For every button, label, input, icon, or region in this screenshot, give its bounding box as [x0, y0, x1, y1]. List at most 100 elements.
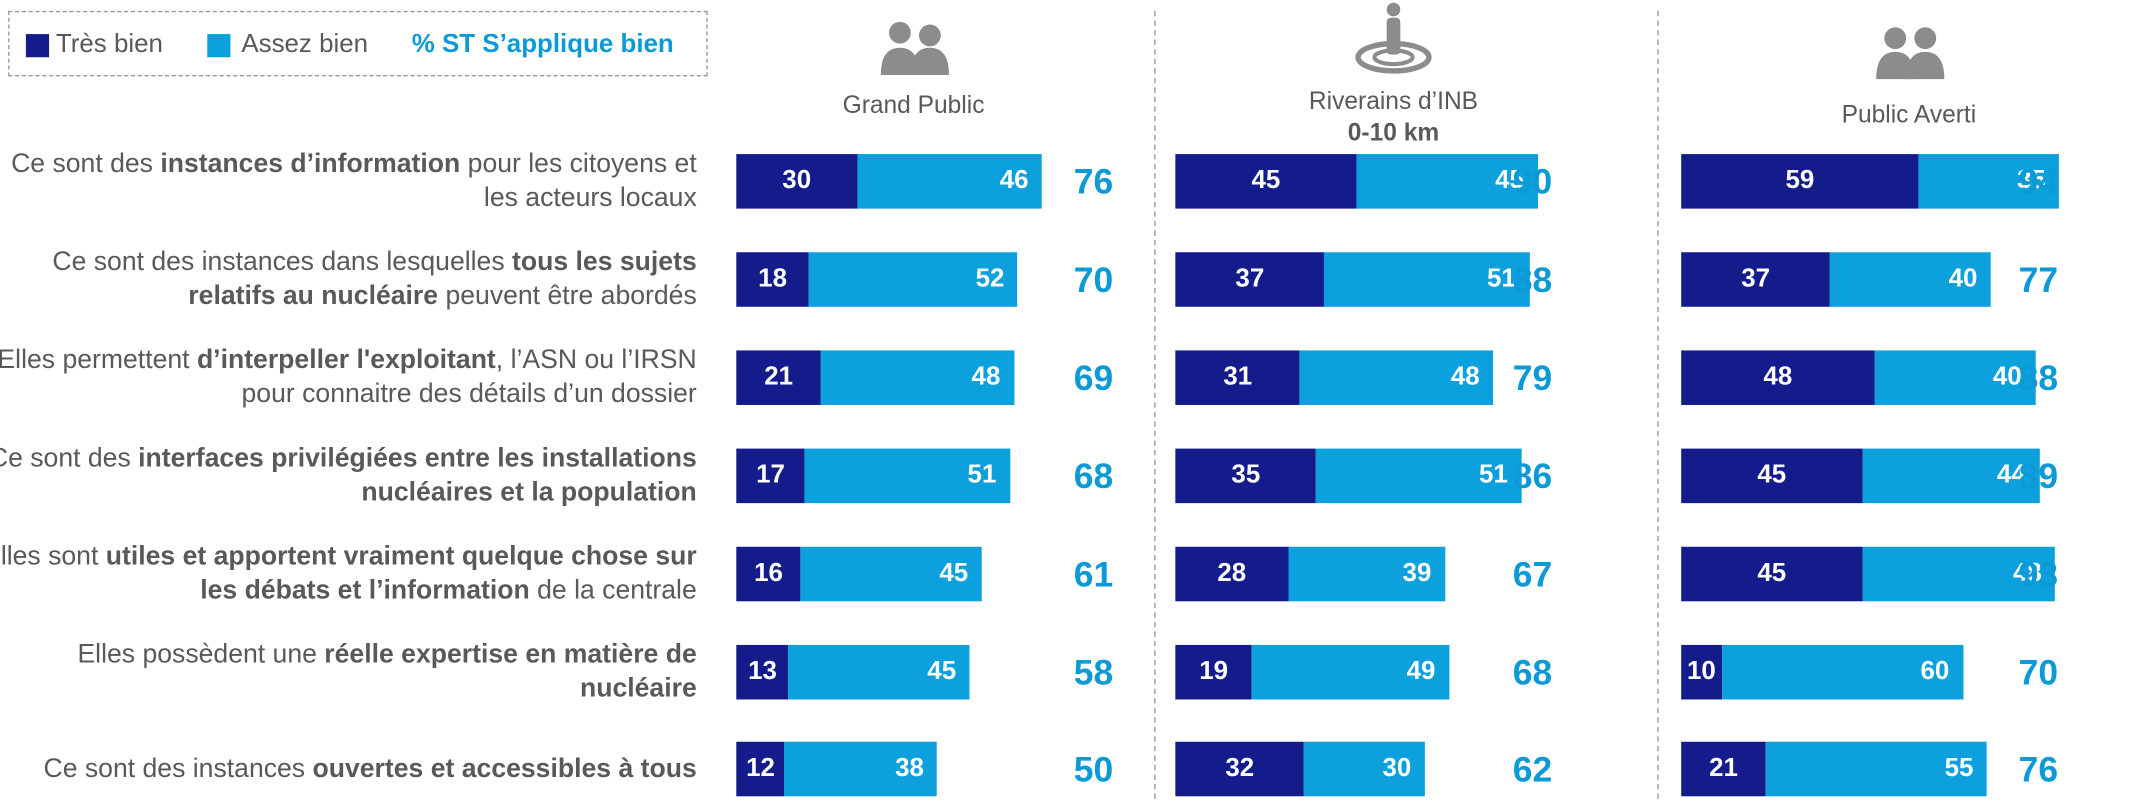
value-label: 46: [999, 166, 1029, 195]
value-label: 32: [1225, 754, 1255, 784]
category-text: Ce sont des instances dans lesquelles: [52, 246, 513, 277]
value-label: 49: [1406, 656, 1436, 686]
bar-segment: [1681, 154, 1919, 209]
category-text: Ce sont des instances: [43, 753, 313, 784]
value-label: 31: [1223, 362, 1253, 392]
category-text: utiles et apportent vraiment quelque cho…: [105, 540, 697, 605]
category-text: , l’ASN ou l’IRSN pour connaitre des dét…: [241, 344, 697, 409]
value-label: 45: [1495, 166, 1524, 195]
bar-segment: [1316, 448, 1522, 503]
value-label: 19: [1199, 656, 1229, 686]
bar-segment: [1681, 252, 1831, 307]
bar-segment: [736, 644, 789, 699]
bar-segment: [784, 742, 938, 797]
value-label: 37: [1235, 264, 1265, 294]
value-label: 28: [1217, 558, 1247, 588]
category-text: instances d’information: [160, 148, 461, 179]
bar-segment: [1175, 742, 1305, 797]
value-label: 39: [1402, 558, 1432, 588]
bar-segment: [1918, 154, 2060, 209]
value-label: 21: [764, 362, 794, 392]
panel-subtitle: 0-10 km: [1347, 118, 1440, 146]
value-label: 52: [975, 264, 1005, 294]
total-label: 89: [2018, 454, 2059, 496]
value-label: 60: [1920, 656, 1950, 686]
bar-segment: [1830, 252, 1991, 307]
category-label: Ce sont des instances dans lesquelles to…: [0, 245, 697, 313]
value-label: 10: [1686, 656, 1716, 686]
category-text: ouvertes et accessibles à tous: [312, 753, 697, 784]
value-label: 51: [1478, 460, 1508, 490]
total-label: 88: [1512, 258, 1553, 300]
bar-segment: [1304, 742, 1425, 797]
value-label: 45: [1757, 558, 1787, 588]
category-text: Elles sont: [0, 540, 99, 571]
bar-segment: [820, 350, 1014, 405]
total-label: 61: [1073, 553, 1114, 594]
value-label: 38: [895, 754, 924, 784]
value-label: 45: [1757, 460, 1787, 490]
bar-segment: [1681, 448, 1863, 503]
value-label: 48: [1763, 362, 1793, 392]
value-label: 45: [939, 558, 969, 588]
category-text: peuvent être abordés: [438, 280, 697, 311]
value-label: 12: [746, 754, 775, 784]
value-label: 45: [1251, 166, 1281, 195]
category-label: Ce sont des instances ouvertes et access…: [0, 753, 697, 787]
total-label: 69: [1073, 356, 1114, 398]
value-label: 48: [2012, 558, 2042, 588]
icon-group: [880, 21, 949, 75]
total-label: 70: [2018, 651, 2059, 692]
bar-segment: [736, 742, 785, 797]
bar-segment: [1175, 448, 1317, 503]
bar-segment: [788, 644, 970, 699]
icon-experts: [1876, 27, 1945, 80]
total-label: 90: [1512, 160, 1553, 202]
value-label: 59: [1785, 166, 1815, 195]
bar-segment: [800, 546, 982, 601]
category-text: Ce sont des: [0, 442, 139, 473]
bar-segment: [1175, 546, 1288, 601]
value-label: 40: [1948, 264, 1978, 294]
bar-segment: [1862, 546, 2056, 601]
total-label: 58: [1073, 651, 1114, 692]
value-label: 51: [967, 460, 997, 490]
total-label: 77: [2018, 258, 2059, 300]
category-label: Ce sont des interfaces privilégiées entr…: [0, 441, 697, 509]
bar-segment: [736, 448, 805, 503]
legend-label: Très bien: [55, 29, 163, 59]
value-label: 30: [782, 166, 812, 195]
total-label: 88: [2018, 356, 2059, 398]
value-label: 35: [1231, 460, 1261, 490]
panel-title: Grand Public: [842, 91, 985, 119]
total-label: 86: [1512, 454, 1553, 496]
value-label: 13: [748, 656, 777, 686]
category-text: Elles possèdent une: [77, 638, 325, 669]
bar-segment: [1874, 350, 2036, 405]
value-label: 35: [2017, 166, 2046, 195]
total-label: 67: [1512, 553, 1553, 594]
value-label: 55: [1944, 754, 1974, 784]
legend-label: % ST S’applique bien: [411, 29, 674, 59]
bar-segment: [1175, 350, 1301, 405]
bar-segment: [808, 252, 1018, 307]
bar-segment: [1324, 252, 1530, 307]
total-label: 68: [1512, 651, 1553, 692]
value-label: 21: [1709, 754, 1738, 784]
total-label: 70: [1073, 258, 1114, 300]
value-label: 44: [1996, 460, 2026, 490]
bar-segment: [1862, 448, 2040, 503]
bar-segment: [1681, 350, 1875, 405]
panel-title: Riverains d’INB: [1308, 87, 1479, 115]
value-label: 16: [754, 558, 783, 588]
category-text: d’interpeller l'exploitant: [196, 344, 496, 375]
category-label: Ce sont des instances d’information pour…: [0, 147, 697, 215]
bar-segment: [1356, 154, 1538, 209]
bar-segment: [1681, 644, 1722, 699]
bar-segment: [1300, 350, 1494, 405]
bar-segment: [736, 546, 801, 601]
bar-segment: [856, 154, 1042, 209]
value-label: 45: [927, 656, 957, 686]
